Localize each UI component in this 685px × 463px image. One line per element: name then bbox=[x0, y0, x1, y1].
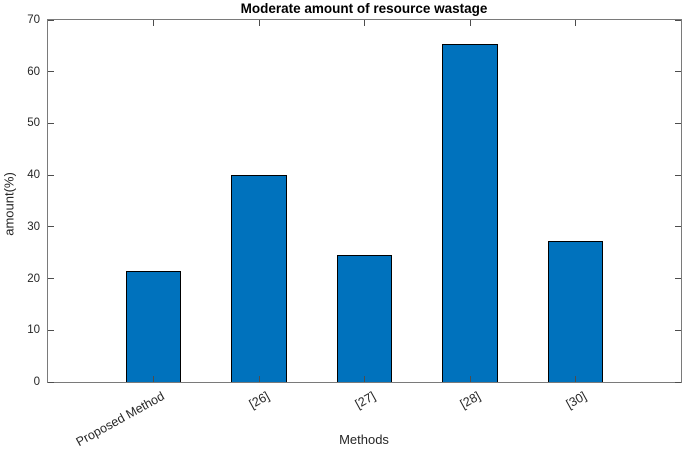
x-tick-mark bbox=[258, 20, 260, 26]
bar-30 bbox=[547, 241, 604, 382]
x-tick-mark bbox=[575, 376, 576, 382]
x-tick-label: [26] bbox=[246, 389, 272, 412]
x-tick-label: [28] bbox=[457, 389, 483, 412]
y-tick-mark bbox=[675, 381, 681, 383]
y-tick-mark bbox=[675, 71, 681, 73]
y-tick-label: 70 bbox=[27, 14, 40, 26]
x-tick-mark bbox=[153, 20, 154, 26]
y-tick-label: 10 bbox=[27, 324, 40, 337]
y-tick-mark bbox=[675, 19, 681, 21]
x-tick-mark bbox=[153, 376, 154, 382]
y-tick-mark bbox=[48, 71, 54, 73]
y-tick-label: 30 bbox=[27, 220, 40, 233]
bar-28 bbox=[442, 43, 498, 382]
x-tick-label: [30] bbox=[563, 389, 589, 412]
y-tick-mark bbox=[675, 329, 681, 331]
y-tick-label: 0 bbox=[33, 376, 40, 388]
x-tick-mark bbox=[575, 20, 576, 26]
bar-proposed-method bbox=[125, 271, 182, 382]
chart-title: Moderate amount of resource wastage bbox=[240, 1, 488, 16]
x-tick-mark bbox=[364, 376, 365, 382]
y-tick-label: 20 bbox=[27, 272, 40, 285]
x-tick-mark bbox=[469, 20, 471, 26]
x-tick-mark bbox=[469, 376, 471, 382]
y-tick-mark bbox=[48, 122, 54, 124]
y-tick-mark bbox=[48, 329, 54, 331]
y-tick-label: 50 bbox=[27, 117, 40, 130]
y-tick-mark bbox=[48, 174, 54, 176]
y-tick-mark bbox=[48, 381, 54, 383]
x-axis-label: Methods bbox=[339, 432, 389, 447]
plot-area: 0 10 20 30 40 50 60 70 bbox=[27, 14, 682, 388]
y-tick-mark bbox=[675, 226, 681, 228]
x-tick-mark bbox=[364, 20, 365, 26]
x-tick-mark bbox=[258, 376, 260, 382]
bar-26 bbox=[231, 175, 287, 382]
y-tick-mark bbox=[48, 226, 54, 228]
y-tick-label: 60 bbox=[27, 65, 40, 78]
y-tick-label: 40 bbox=[27, 169, 40, 182]
y-tick-mark bbox=[675, 278, 681, 280]
y-tick-mark bbox=[48, 278, 54, 280]
y-tick-mark bbox=[675, 122, 681, 124]
x-tick-label: [27] bbox=[352, 389, 378, 412]
bar-27 bbox=[336, 255, 393, 382]
y-tick-mark bbox=[675, 174, 681, 176]
y-tick-mark bbox=[48, 19, 54, 21]
